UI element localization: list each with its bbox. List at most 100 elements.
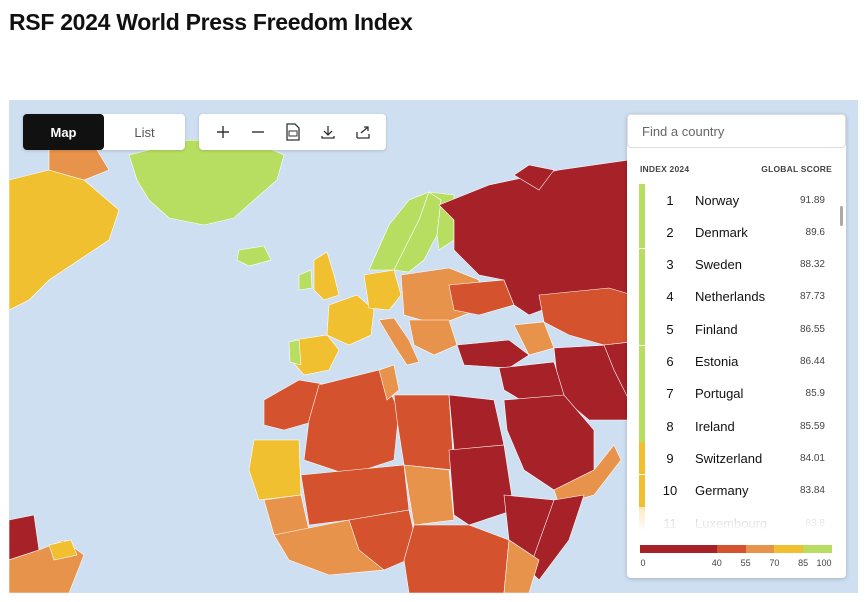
- rank-number: 4: [666, 289, 674, 305]
- region-turkey[interactable]: [456, 339, 530, 369]
- view-toggle[interactable]: Map List: [23, 114, 185, 150]
- legend-segment: [745, 545, 775, 553]
- list-view-button[interactable]: List: [134, 124, 155, 140]
- ranking-row[interactable]: 1 Norway 91.89: [627, 184, 837, 216]
- legend-tick-label: 55: [740, 558, 751, 568]
- rank-color-bar: [639, 280, 645, 313]
- rank-score: 89.6: [805, 226, 825, 238]
- ranking-row[interactable]: 9 Switzerland 84.01: [627, 442, 837, 475]
- rank-score: 91.89: [799, 194, 825, 206]
- region-balkans[interactable]: [408, 319, 458, 356]
- region-france[interactable]: [326, 294, 375, 346]
- legend-tick-label: 100: [816, 558, 832, 568]
- rank-score: 85.59: [799, 420, 825, 432]
- rank-score: 85.9: [805, 388, 825, 400]
- page-title: RSF 2024 World Press Freedom Index: [9, 9, 413, 35]
- rank-color-bar: [639, 410, 645, 443]
- legend-ticks: 0 40 55 70 85 100: [640, 558, 832, 572]
- region-ukraine[interactable]: [448, 279, 515, 316]
- world-map[interactable]: Map List INDEX 2024 GLOBAL SCORE 1 Norway…: [9, 100, 858, 593]
- region-portugal[interactable]: [288, 339, 302, 366]
- rank-color-bar: [639, 377, 645, 410]
- legend-tick-label: 70: [769, 558, 780, 568]
- country-search-input[interactable]: [627, 114, 846, 148]
- rank-score: 84.01: [799, 452, 825, 464]
- rank-country: Finland: [695, 321, 738, 337]
- region-mauritania[interactable]: [263, 494, 310, 536]
- rank-country: Netherlands: [695, 289, 766, 305]
- rank-color-bar: [639, 313, 645, 346]
- ranking-row[interactable]: 2 Denmark 89.6: [627, 216, 837, 249]
- region-sudan[interactable]: [448, 444, 515, 526]
- ranking-panel: INDEX 2024 GLOBAL SCORE 1 Norway 91.89 2 Den…: [627, 114, 846, 578]
- ranking-row[interactable]: 4 Netherlands 87.73: [627, 280, 837, 313]
- rank-number: 11: [663, 515, 677, 530]
- rank-number: 5: [666, 321, 674, 337]
- ranking-row[interactable]: 8 Ireland 85.59: [627, 410, 837, 443]
- legend-color-bar: [640, 545, 832, 553]
- zoom-in-icon[interactable]: [210, 119, 236, 145]
- score-legend: 0 40 55 70 85 100: [640, 545, 832, 572]
- rank-country: Portugal: [695, 386, 744, 402]
- map-view-button[interactable]: Map: [23, 114, 104, 150]
- ranking-row[interactable]: 11 Luxembourg 83.8: [627, 507, 837, 529]
- ranking-row[interactable]: 7 Portugal 85.9: [627, 377, 837, 410]
- rank-country: Denmark: [695, 224, 748, 240]
- rank-country: Sweden: [695, 257, 742, 273]
- region-chad[interactable]: [403, 464, 455, 526]
- rank-number: 6: [666, 354, 674, 369]
- ranking-list[interactable]: 1 Norway 91.89 2 Denmark 89.6 3 Sweden 88.32 4 Net…: [627, 184, 846, 529]
- region-tunisia[interactable]: [378, 364, 400, 401]
- rank-number: 1: [666, 192, 674, 208]
- map-toolbar: [199, 114, 386, 150]
- rank-score: 87.73: [799, 291, 825, 303]
- legend-segment: [803, 545, 832, 553]
- region-nigeria[interactable]: [348, 509, 420, 571]
- zoom-out-icon[interactable]: [245, 119, 271, 145]
- rank-number: 8: [666, 418, 674, 434]
- rank-number: 2: [666, 224, 674, 240]
- rank-score: 83.8: [805, 517, 825, 529]
- rank-color-bar: [639, 442, 645, 475]
- rank-color-bar: [639, 248, 645, 281]
- rank-number: 3: [666, 257, 674, 273]
- ranking-row[interactable]: 5 Finland 86.55: [627, 313, 837, 346]
- rank-score: 83.84: [799, 485, 825, 497]
- region-egypt[interactable]: [448, 394, 505, 451]
- region-kenya[interactable]: [503, 539, 540, 593]
- region-italy[interactable]: [378, 317, 420, 366]
- share-icon[interactable]: [350, 119, 376, 145]
- region-greenland[interactable]: [128, 139, 285, 226]
- rank-color-bar: [639, 184, 645, 216]
- rank-score: 86.44: [799, 356, 825, 367]
- region-russia-north[interactable]: [513, 164, 555, 191]
- document-icon[interactable]: [280, 119, 306, 145]
- rank-country: Estonia: [695, 354, 739, 369]
- ranking-row[interactable]: 10 Germany 83.84: [627, 474, 837, 507]
- region-uk[interactable]: [313, 251, 340, 301]
- legend-segment: [716, 545, 746, 553]
- region-islands[interactable]: [48, 539, 78, 561]
- map-canvas[interactable]: [9, 100, 858, 593]
- index-column-header: INDEX 2024: [640, 164, 690, 174]
- region-ireland[interactable]: [298, 269, 313, 291]
- score-column-header: GLOBAL SCORE: [761, 164, 832, 174]
- region-germany[interactable]: [363, 269, 402, 311]
- ranking-row[interactable]: 3 Sweden 88.32: [627, 248, 837, 281]
- legend-segment: [640, 545, 717, 553]
- rank-number: 7: [666, 386, 674, 402]
- region-canada[interactable]: [9, 169, 120, 311]
- rank-color-bar: [639, 216, 645, 249]
- legend-tick-label: 0: [640, 558, 646, 568]
- download-icon[interactable]: [315, 119, 341, 145]
- ranking-row[interactable]: 6 Estonia 86.44: [627, 345, 837, 378]
- legend-tick-label: 40: [711, 558, 722, 568]
- region-libya[interactable]: [393, 394, 455, 471]
- region-iceland[interactable]: [236, 245, 272, 267]
- rank-country: Norway: [695, 192, 740, 208]
- rank-color-bar: [639, 507, 645, 529]
- region-western-sahara[interactable]: [248, 439, 302, 501]
- rank-score: 86.55: [799, 323, 825, 335]
- region-central-africa[interactable]: [403, 524, 510, 593]
- list-scrollbar[interactable]: [840, 206, 843, 226]
